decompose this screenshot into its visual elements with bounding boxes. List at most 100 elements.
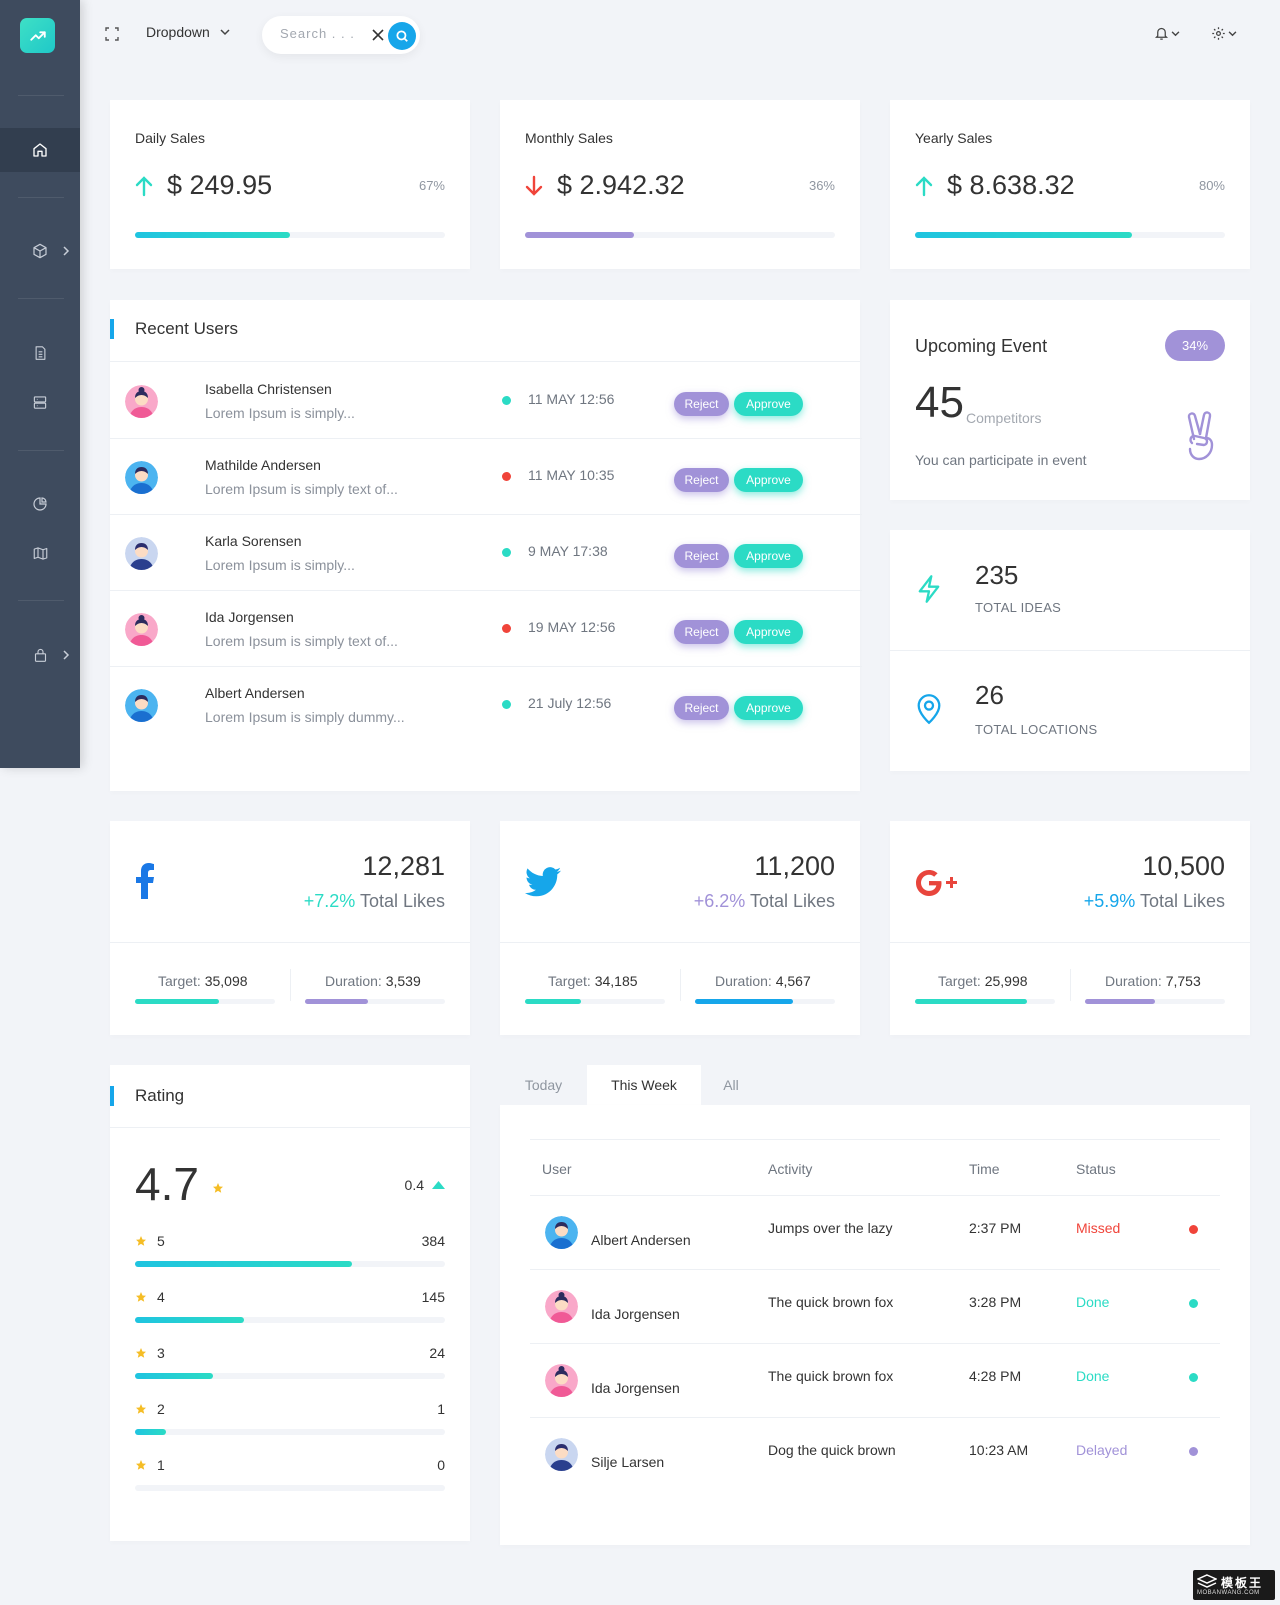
search-icon (396, 30, 408, 42)
settings-button[interactable] (1211, 26, 1237, 41)
facebook-likes-count: 12,281 (362, 851, 445, 881)
rating-progress (135, 1261, 445, 1267)
google-plus-likes-change: +5.9% Total Likes (1084, 891, 1225, 912)
tab-today[interactable]: Today (524, 1077, 563, 1093)
arrow-down-icon (525, 175, 543, 196)
facebook-duration: Duration: 3,539 (325, 973, 421, 989)
tab-this-week[interactable]: This Week (587, 1065, 701, 1105)
activity-status: Done (1076, 1368, 1110, 1384)
rating-stars-value: 5 (157, 1233, 165, 1249)
user-row: Karla Sorensen Lorem Ipsum is simply... 9 … (110, 515, 862, 591)
target-value: 25,998 (984, 973, 1028, 989)
twitter-likes-change: +6.2% Total Likes (694, 891, 835, 912)
rating-stars-value: 1 (157, 1457, 165, 1473)
target-progress (525, 999, 665, 1004)
rating-stars-label: 1 (135, 1457, 165, 1473)
notifications-button[interactable] (1154, 26, 1180, 41)
section-divider (110, 942, 470, 943)
event-badge: 34% (1165, 330, 1225, 361)
sidebar-divider (18, 298, 64, 299)
activity-user-name: Ida Jorgensen (591, 1306, 680, 1322)
sales-progress (525, 232, 835, 238)
tab-all[interactable]: All (723, 1077, 739, 1093)
close-icon[interactable] (368, 25, 388, 50)
rating-progress (135, 1373, 445, 1379)
sidebar-item-home[interactable] (0, 128, 80, 172)
rating-stars-label: 4 (135, 1289, 165, 1305)
approve-button[interactable]: Approve (734, 392, 803, 416)
status-dot (502, 624, 511, 633)
reject-button[interactable]: Reject (674, 392, 729, 416)
approve-button[interactable]: Approve (734, 696, 803, 720)
rating-progress-fill (135, 1317, 244, 1323)
avatar (545, 1290, 578, 1323)
reject-button[interactable]: Reject (674, 696, 729, 720)
approve-button[interactable]: Approve (734, 468, 803, 492)
event-description: You can participate in event (915, 452, 1087, 468)
reject-button[interactable]: Reject (674, 620, 729, 644)
approve-button[interactable]: Approve (734, 544, 803, 568)
target-value: 34,185 (594, 973, 638, 989)
facebook-target: Target: 35,098 (158, 973, 248, 989)
sidebar (0, 0, 80, 768)
chevron-down-icon (1171, 30, 1180, 36)
lightning-icon (918, 575, 940, 603)
sales-amount: $ 8.638.32 (947, 170, 1075, 200)
topbar: Dropdown (80, 0, 1280, 70)
status-dot (502, 548, 511, 557)
bell-icon (1154, 27, 1169, 40)
rating-count: 384 (421, 1233, 445, 1249)
change-percent: +6.2% (693, 891, 746, 911)
sidebar-item-maps[interactable] (0, 531, 80, 575)
pie-chart-icon (33, 497, 47, 511)
target-progress (135, 999, 275, 1004)
sales-progress (915, 232, 1225, 238)
sidebar-item-auth[interactable] (0, 633, 80, 677)
user-time: 19 MAY 12:56 (528, 619, 616, 635)
sidebar-item-charts[interactable] (0, 482, 80, 526)
fullscreen-icon[interactable] (105, 27, 119, 46)
change-percent: +5.9% (1083, 891, 1136, 911)
status-dot (1189, 1299, 1198, 1308)
trending-up-icon (29, 30, 46, 41)
reject-button[interactable]: Reject (674, 468, 729, 492)
duration-value: 7,753 (1165, 973, 1201, 989)
duration-label: Duration: (325, 973, 382, 989)
search-input[interactable] (280, 26, 360, 41)
table-row: Ida Jorgensen The quick brown fox 4:28 PM D… (530, 1344, 1220, 1418)
activity-status: Missed (1076, 1220, 1121, 1236)
star-icon (136, 1292, 146, 1302)
twitter-target: Target: 34,185 (548, 973, 638, 989)
sidebar-item-components[interactable] (0, 229, 80, 273)
avatar (125, 537, 158, 570)
duration-value: 4,567 (775, 973, 811, 989)
facebook-card: 12,281 +7.2% Total Likes Target: 35,098 … (110, 821, 470, 1035)
avatar (125, 461, 158, 494)
star-icon (136, 1404, 146, 1414)
twitter-duration: Duration: 4,567 (715, 973, 811, 989)
logo[interactable] (20, 18, 55, 53)
sidebar-item-server[interactable] (0, 380, 80, 424)
activity-time: 3:28 PM (969, 1294, 1022, 1310)
table-row: Ida Jorgensen The quick brown fox 3:28 PM D… (530, 1270, 1220, 1344)
rating-card: Rating 4.7 0.4 5 384 4 145 3 24 2 1 1 0 (110, 1065, 470, 1541)
google-plus-card: 10,500 +5.9% Total Likes Target: 25,998 … (890, 821, 1250, 1035)
sales-value: $ 249.95 (135, 170, 272, 201)
search-button[interactable] (388, 22, 416, 50)
total-ideas-label: TOTAL IDEAS (975, 600, 1062, 615)
sidebar-item-pages[interactable] (0, 331, 80, 375)
dropdown-menu[interactable]: Dropdown (146, 24, 230, 40)
section-divider (890, 942, 1250, 943)
user-name: Albert Andersen (205, 685, 305, 701)
reject-button[interactable]: Reject (674, 544, 729, 568)
recent-users-title: Recent Users (135, 319, 238, 338)
watermark-subtext: MOBANWANG.COM (1197, 1590, 1260, 1596)
activity-user-name: Ida Jorgensen (591, 1380, 680, 1396)
approve-button[interactable]: Approve (734, 620, 803, 644)
user-name: Ida Jorgensen (205, 609, 294, 625)
duration-label: Duration: (715, 973, 772, 989)
rating-delta: 0.4 (405, 1177, 445, 1193)
event-competitors: Competitors (966, 410, 1042, 426)
google-plus-target: Target: 25,998 (938, 973, 1028, 989)
